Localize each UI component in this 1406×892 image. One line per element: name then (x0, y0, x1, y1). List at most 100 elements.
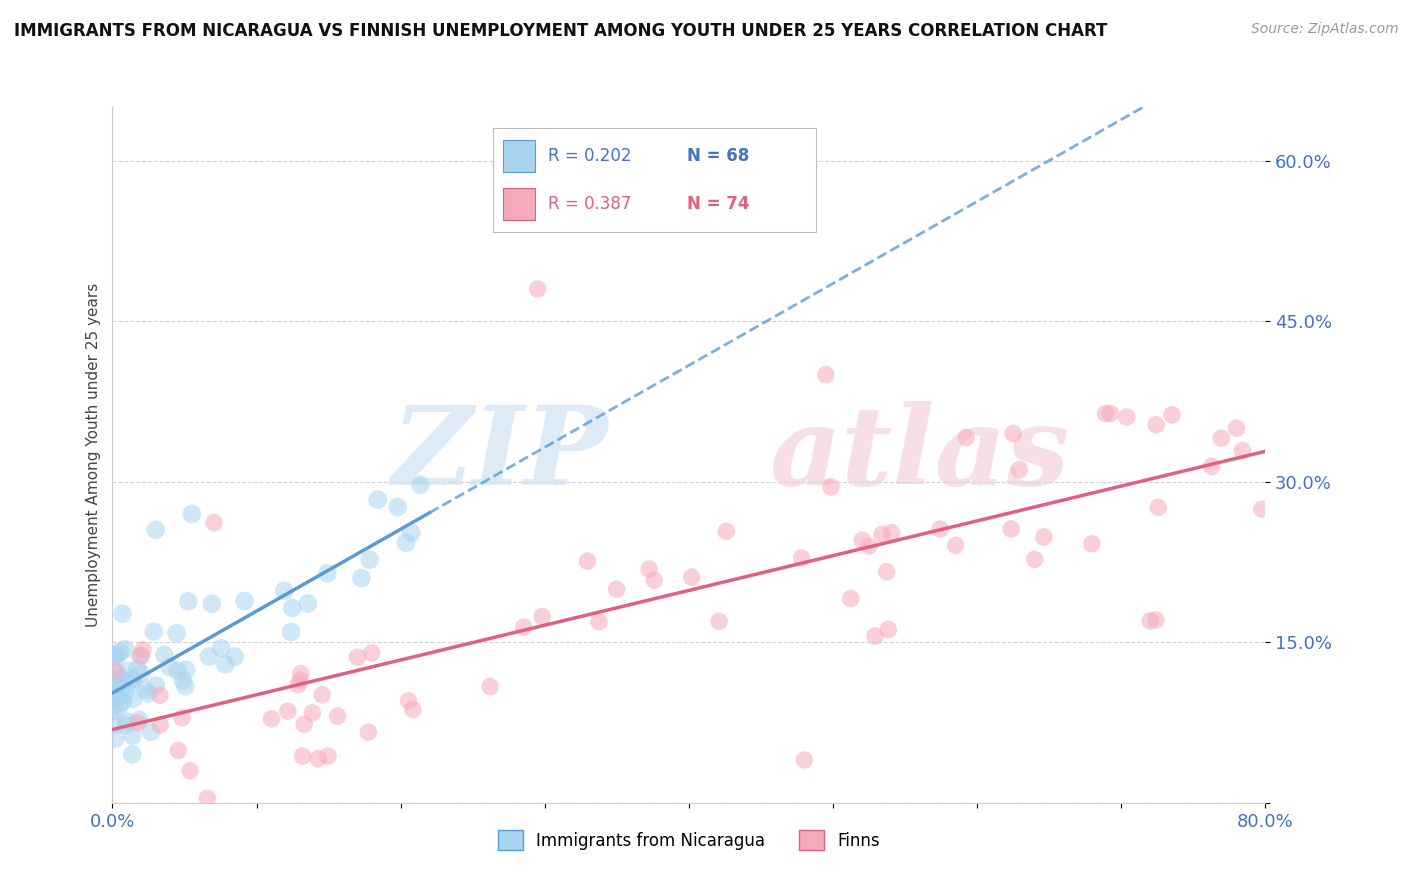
Point (277, 704, 299, 718)
Point (127, 715, 149, 730)
Point (122, 692, 145, 706)
Point (409, 477, 432, 491)
Point (1032, 530, 1054, 544)
Point (513, 620, 536, 634)
Point (214, 657, 236, 672)
Point (588, 615, 610, 629)
Text: ZIP: ZIP (392, 401, 609, 508)
Point (209, 641, 232, 656)
Point (1201, 459, 1223, 474)
Point (111, 695, 134, 709)
Point (195, 791, 218, 805)
Point (1144, 613, 1167, 627)
Point (167, 743, 190, 757)
Point (301, 706, 323, 720)
Point (1232, 443, 1254, 458)
Point (359, 553, 381, 567)
Point (224, 649, 246, 664)
Point (1250, 502, 1272, 516)
Point (145, 523, 167, 537)
Point (716, 524, 738, 539)
Point (357, 725, 380, 739)
Point (790, 551, 813, 566)
Point (174, 679, 197, 693)
Point (307, 751, 329, 765)
Point (198, 649, 221, 664)
Point (128, 713, 150, 727)
Point (117, 673, 139, 688)
Point (876, 565, 898, 579)
Point (166, 626, 188, 640)
Point (105, 666, 128, 681)
Point (105, 651, 128, 665)
Point (180, 507, 202, 521)
Point (395, 535, 418, 549)
Point (145, 679, 167, 693)
Text: atlas: atlas (769, 401, 1070, 508)
Point (153, 648, 176, 662)
Point (129, 666, 152, 681)
Point (114, 688, 136, 702)
Point (326, 709, 349, 723)
Point (858, 539, 880, 553)
Point (121, 747, 143, 762)
Point (1024, 552, 1046, 566)
Point (110, 645, 132, 659)
Point (1115, 409, 1137, 424)
Point (104, 648, 127, 662)
Point (129, 649, 152, 664)
Point (346, 650, 368, 665)
Text: IMMIGRANTS FROM NICARAGUA VS FINNISH UNEMPLOYMENT AMONG YOUTH UNDER 25 YEARS COR: IMMIGRANTS FROM NICARAGUA VS FINNISH UNE… (14, 22, 1108, 40)
Point (110, 672, 132, 686)
Y-axis label: Unemployment Among Youth under 25 years: Unemployment Among Youth under 25 years (86, 283, 101, 627)
Point (233, 594, 256, 608)
Point (104, 664, 127, 678)
Point (142, 624, 165, 639)
Point (814, 368, 837, 382)
Point (139, 725, 162, 739)
Point (281, 601, 304, 615)
Point (273, 583, 295, 598)
Point (129, 648, 152, 663)
Point (638, 562, 661, 576)
Point (1147, 500, 1170, 515)
Point (177, 594, 200, 608)
Point (297, 597, 319, 611)
Text: Source: ZipAtlas.com: Source: ZipAtlas.com (1251, 22, 1399, 37)
Point (166, 664, 188, 678)
Point (121, 729, 143, 743)
Point (1000, 522, 1022, 536)
Point (1008, 462, 1031, 476)
Point (479, 680, 502, 694)
Point (316, 566, 339, 581)
Point (287, 678, 309, 692)
Point (311, 688, 333, 702)
Point (880, 525, 903, 540)
Point (290, 673, 312, 688)
Point (707, 615, 730, 629)
Point (360, 646, 382, 660)
Point (863, 629, 886, 643)
Point (103, 688, 125, 702)
Point (111, 607, 134, 621)
Point (170, 711, 193, 725)
Point (172, 673, 194, 688)
Point (1081, 537, 1104, 551)
Point (820, 480, 842, 494)
Point (104, 731, 127, 746)
Point (955, 431, 977, 445)
Point (793, 753, 815, 767)
Point (117, 714, 139, 729)
Point (105, 672, 128, 686)
Point (103, 676, 125, 690)
Point (103, 705, 125, 719)
Point (1002, 426, 1025, 441)
Point (367, 492, 389, 507)
Point (606, 582, 628, 597)
Point (104, 718, 127, 732)
Point (929, 522, 952, 536)
Point (260, 712, 283, 726)
Point (290, 666, 312, 681)
Point (526, 282, 548, 296)
Point (105, 648, 128, 662)
